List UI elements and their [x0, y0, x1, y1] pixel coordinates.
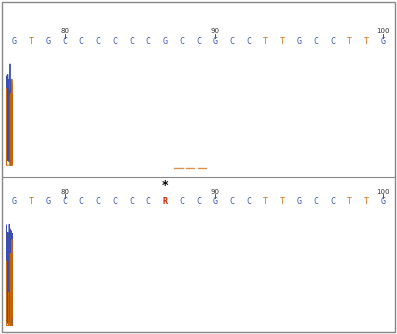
- Text: 100: 100: [376, 28, 389, 34]
- Text: C: C: [79, 37, 84, 46]
- Text: C: C: [146, 37, 151, 46]
- Text: C: C: [62, 197, 67, 206]
- Text: C: C: [246, 197, 251, 206]
- Text: T: T: [263, 197, 268, 206]
- Text: C: C: [196, 197, 201, 206]
- Text: C: C: [179, 197, 184, 206]
- Text: T: T: [363, 197, 368, 206]
- Text: C: C: [79, 197, 84, 206]
- Text: T: T: [29, 197, 34, 206]
- Text: C: C: [62, 37, 67, 46]
- Text: T: T: [280, 37, 285, 46]
- Text: C: C: [313, 197, 318, 206]
- Text: G: G: [12, 197, 17, 206]
- Text: 90: 90: [211, 189, 220, 195]
- Text: G: G: [213, 197, 218, 206]
- Text: 90: 90: [211, 28, 220, 34]
- Text: C: C: [313, 37, 318, 46]
- Text: G: G: [297, 37, 301, 46]
- Text: C: C: [330, 37, 335, 46]
- Text: G: G: [12, 37, 17, 46]
- Text: G: G: [213, 37, 218, 46]
- Text: C: C: [246, 37, 251, 46]
- Text: C: C: [179, 37, 184, 46]
- Text: C: C: [146, 197, 151, 206]
- Text: T: T: [347, 37, 352, 46]
- Text: C: C: [229, 197, 235, 206]
- Text: G: G: [297, 197, 301, 206]
- Text: G: G: [45, 197, 50, 206]
- Text: *: *: [162, 179, 168, 192]
- Text: C: C: [112, 37, 117, 46]
- Text: T: T: [29, 37, 34, 46]
- Text: T: T: [263, 37, 268, 46]
- Text: T: T: [347, 197, 352, 206]
- Text: C: C: [112, 197, 117, 206]
- Text: C: C: [196, 37, 201, 46]
- Text: R: R: [162, 197, 168, 206]
- Text: 80: 80: [60, 189, 69, 195]
- Text: C: C: [96, 197, 100, 206]
- Text: G: G: [380, 37, 385, 46]
- Text: G: G: [380, 197, 385, 206]
- Text: 100: 100: [376, 189, 389, 195]
- Text: T: T: [363, 37, 368, 46]
- Text: G: G: [45, 37, 50, 46]
- Text: C: C: [229, 37, 235, 46]
- Text: G: G: [162, 37, 168, 46]
- Text: C: C: [129, 37, 134, 46]
- Text: C: C: [96, 37, 100, 46]
- Text: C: C: [330, 197, 335, 206]
- Text: C: C: [129, 197, 134, 206]
- Text: 80: 80: [60, 28, 69, 34]
- Text: T: T: [280, 197, 285, 206]
